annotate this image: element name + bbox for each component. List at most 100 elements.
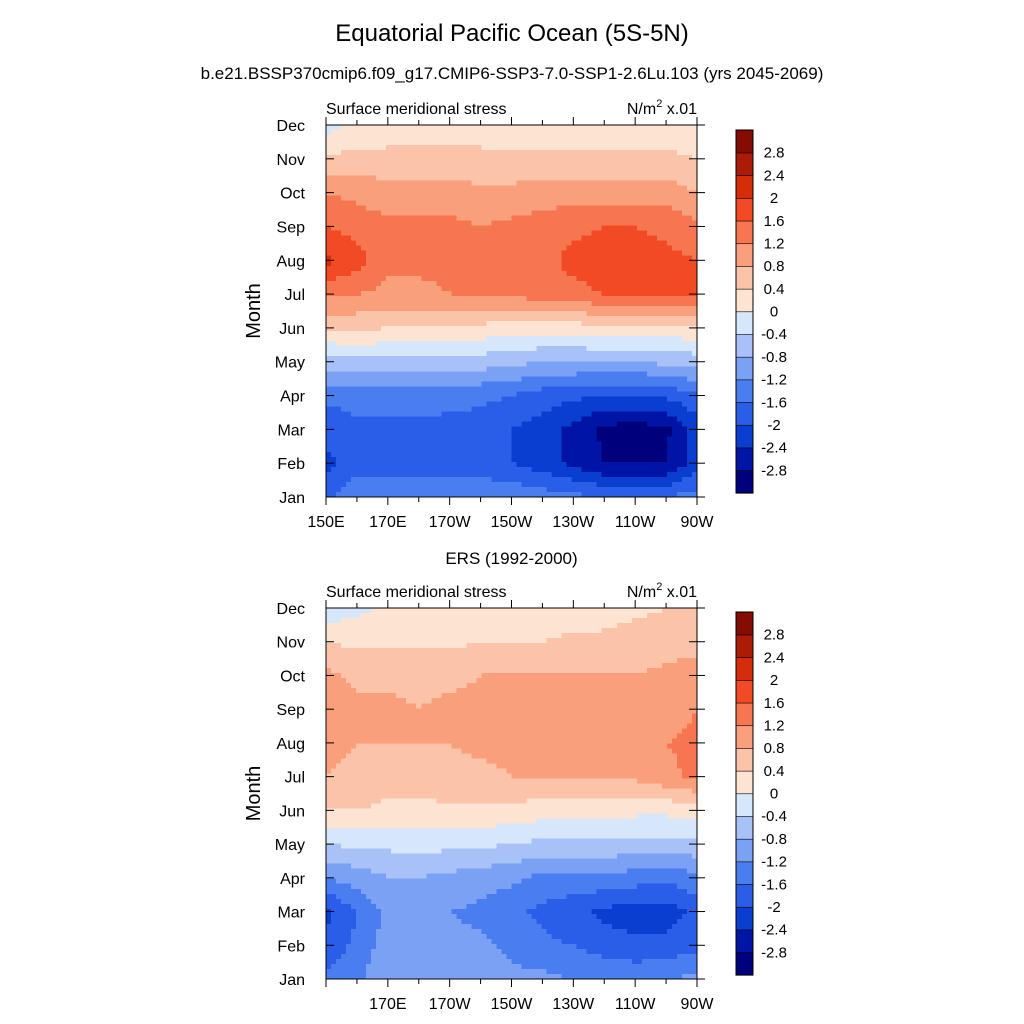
contour-cell [636,265,643,272]
contour-cell [496,290,503,297]
contour-cell [466,451,472,458]
contour-cell [626,160,633,166]
contour-cell [486,210,493,217]
contour-cell [346,130,352,136]
contour-cell [666,175,673,181]
contour-cell [481,316,488,322]
contour-cell [546,235,553,242]
contour-cell [581,210,588,217]
contour-cell [446,185,452,191]
contour-cell [611,386,618,393]
contour-cell [561,456,568,463]
contour-cell [356,426,362,433]
contour-cell [551,311,558,317]
contour-cell [646,285,653,292]
contour-cell [561,351,568,357]
contour-cell [456,326,462,332]
contour-cell [516,305,523,312]
contour-cell [406,305,412,312]
contour-cell [461,456,467,463]
contour-cell [481,175,488,181]
contour-cell [636,150,643,156]
contour-cell [451,210,457,217]
contour-cell [661,140,668,146]
contour-cell [666,361,673,367]
contour-cell [351,351,357,357]
contour-cell [451,215,457,222]
contour-cell [366,260,372,267]
contour-cell [431,386,437,393]
contour-cell [351,160,357,166]
contour-cell [576,421,583,428]
contour-cell [341,326,347,332]
contour-cell [491,321,498,327]
contour-cell [671,446,678,453]
contour-cell [461,160,467,166]
contour-cell [401,416,407,423]
contour-cell [426,245,432,252]
contour-cell [541,401,548,408]
contour-cell [451,130,457,136]
contour-cell [476,331,483,337]
contour-cell [361,125,367,131]
contour-cell [611,140,618,146]
contour-cell [671,295,678,302]
contour-cell [496,285,503,292]
contour-cell [521,270,528,277]
contour-cell [541,260,548,267]
contour-cell [501,250,508,257]
contour-cell [426,220,432,227]
contour-cell [626,316,633,322]
contour-cell [376,401,382,408]
contour-cell [326,401,332,408]
contour-cell [511,416,518,423]
contour-cell [626,295,633,302]
contour-cell [616,180,623,186]
contour-cell [501,316,508,322]
contour-cell [631,230,638,237]
contour-cell [496,331,503,337]
contour-cell [531,421,538,428]
contour-cell [521,406,528,413]
contour-cell [341,356,347,362]
contour-cell [681,411,688,418]
contour-cell [371,290,377,297]
contour-cell [626,250,633,257]
contour-cell [691,135,698,141]
contour-cell [491,300,498,307]
contour-cell [556,331,563,337]
contour-cell [426,396,432,403]
contour-cell [381,411,387,418]
contour-cell [631,386,638,393]
contour-cell [361,426,367,433]
contour-cell [661,180,668,186]
contour-cell [611,125,618,131]
contour-cell [671,376,678,382]
contour-cell [596,331,603,337]
contour-cell [381,220,387,227]
contour-cell [681,160,688,166]
contour-cell [391,285,397,292]
contour-cell [476,195,483,202]
contour-cell [676,436,683,443]
contour-cell [521,356,528,362]
contour-cell [691,130,698,136]
contour-cell [551,260,558,267]
contour-cell [426,130,432,136]
contour-cell [376,421,382,428]
contour-cell [366,140,372,146]
contour-cell [406,170,412,176]
contour-cell [401,371,407,377]
contour-cell [401,245,407,252]
contour-cell [441,441,447,448]
contour-cell [436,446,442,453]
contour-cell [521,230,528,237]
contour-cell [561,160,568,166]
contour-cell [466,341,472,347]
contour-cell [346,125,352,131]
contour-cell [656,155,663,161]
contour-cell [581,321,588,327]
contour-cell [586,300,593,307]
contour-cell [471,421,477,428]
contour-cell [631,346,638,352]
